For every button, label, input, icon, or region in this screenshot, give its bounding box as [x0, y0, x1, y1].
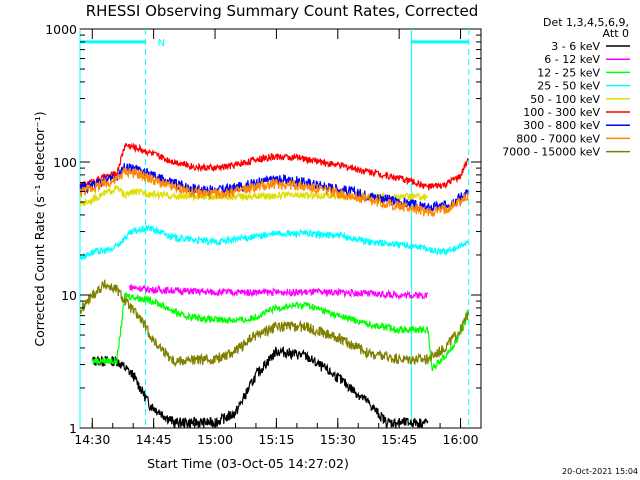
- legend-label-7: 800 - 7000 keV: [516, 132, 600, 145]
- x-tick-label-1: 14:45: [136, 432, 172, 447]
- x-tick-label-5: 15:45: [381, 432, 417, 447]
- x-tick-label-6: 16:00: [443, 432, 479, 447]
- legend-label-6: 300 - 800 keV: [523, 119, 600, 132]
- chart-title: RHESSI Observing Summary Count Rates, Co…: [86, 2, 479, 20]
- x-tick-label-2: 15:00: [197, 432, 233, 447]
- legend-label-2: 12 - 25 keV: [537, 66, 600, 79]
- series-line-0: [91, 345, 429, 430]
- series-line-8: [79, 279, 469, 368]
- series-line-3: [79, 224, 469, 261]
- series-layer: [79, 142, 469, 430]
- legend-label-5: 100 - 300 keV: [523, 106, 600, 119]
- series-line-4: [79, 185, 429, 207]
- y-tick-label-1: 10: [61, 288, 77, 303]
- footer-date: 20-Oct-2021 15:04: [562, 467, 638, 476]
- axes-layer: 14:30 14:45 15:00 15:15 15:30 15:45 16:00 1 10 10…: [45, 22, 481, 447]
- legend-header-line-1: Det 1,3,4,5,6,9,: [543, 16, 629, 29]
- series-line-2: [91, 292, 469, 371]
- y-tick-label-3: 1000: [45, 22, 77, 37]
- y-axis-label: Corrected Count Rate (s⁻¹ detector⁻¹): [32, 111, 47, 346]
- x-tick-label-3: 15:15: [258, 432, 294, 447]
- flag-label: N: [158, 38, 165, 49]
- marker-layer: N: [79, 29, 470, 428]
- legend-header-line-2: Att 0: [603, 27, 629, 40]
- x-tick-label-0: 14:30: [74, 432, 110, 447]
- series-line-5: [79, 142, 469, 191]
- y-tick-label-2: 100: [53, 155, 77, 170]
- x-axis-label: Start Time (03-Oct-05 14:27:02): [147, 456, 349, 471]
- y-tick-label-0: 1: [69, 421, 77, 436]
- legend-label-0: 3 - 6 keV: [551, 40, 600, 53]
- legend-label-1: 6 - 12 keV: [544, 53, 600, 66]
- x-tick-label-4: 15:30: [320, 432, 356, 447]
- series-line-7: [79, 166, 469, 218]
- legend-label-8: 7000 - 15000 keV: [502, 146, 600, 159]
- series-line-1: [128, 284, 429, 301]
- legend-label-4: 50 - 100 keV: [530, 93, 600, 106]
- legend-label-3: 25 - 50 keV: [537, 80, 600, 93]
